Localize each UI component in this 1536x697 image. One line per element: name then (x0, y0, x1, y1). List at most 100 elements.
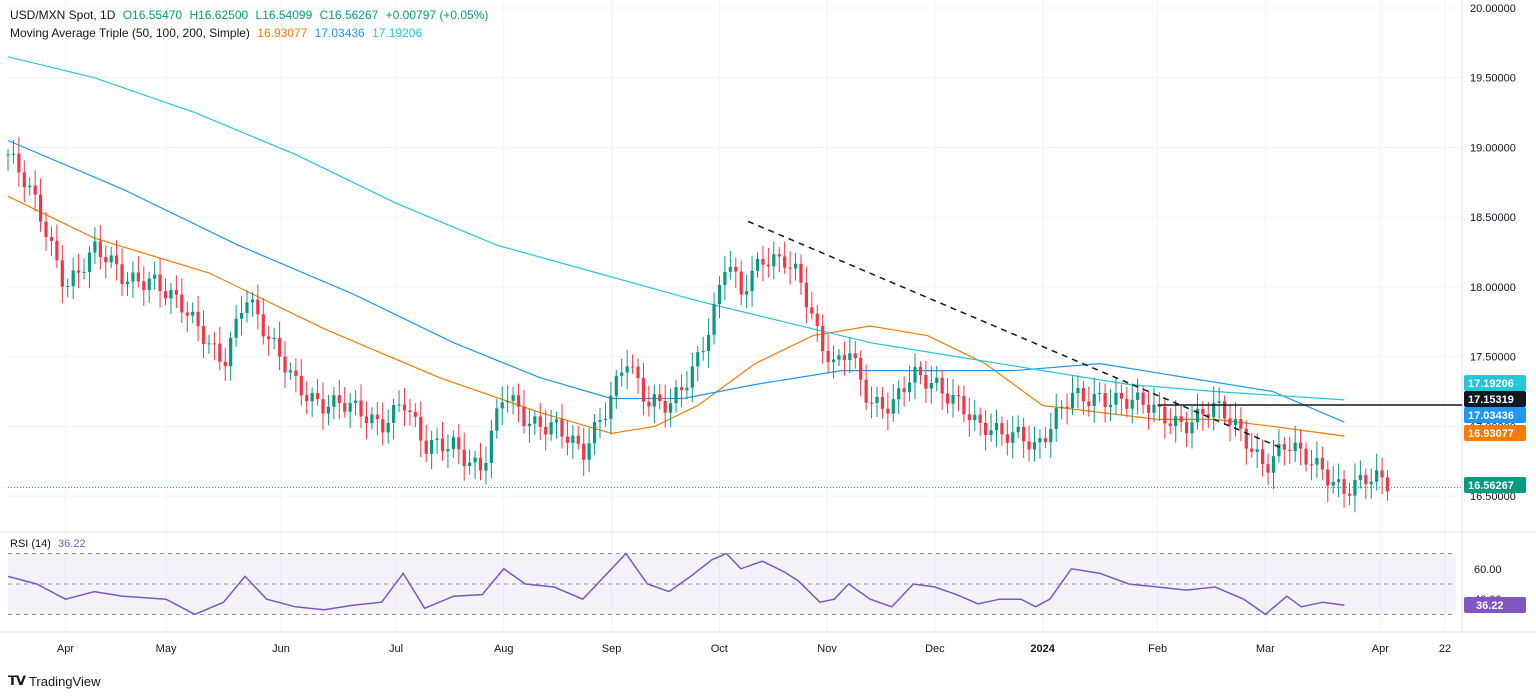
candle-body (500, 402, 504, 409)
candle-body (924, 375, 928, 389)
candle-body (22, 172, 26, 188)
candle-body (6, 154, 10, 156)
candle-body (935, 377, 939, 383)
candle-body (1212, 402, 1216, 418)
ma-legend[interactable]: Moving Average Triple (50, 100, 200, Sim… (10, 26, 426, 40)
ma100-value: 17.03436 (314, 26, 365, 40)
candle-body (82, 271, 86, 273)
price-tick-label: 19.00000 (1470, 142, 1516, 154)
rsi-legend[interactable]: RSI (14) 36.22 (10, 538, 90, 550)
candle-body (864, 379, 868, 403)
candle-body (891, 399, 895, 414)
candle-body (913, 366, 917, 383)
candle-body (1320, 457, 1324, 470)
candle-body (446, 449, 450, 452)
price-badge (1464, 425, 1526, 441)
candle-body (147, 278, 151, 290)
candle-body (60, 260, 64, 287)
time-tick-label: Jul (389, 643, 403, 655)
price-tick-label: 17.50000 (1470, 352, 1516, 364)
candle-body (554, 419, 559, 423)
candle-body (1299, 442, 1303, 449)
candle-body (614, 375, 618, 396)
candle-body (1011, 432, 1015, 443)
candle-body (1174, 416, 1178, 426)
ohlc-high: H16.62500 (189, 8, 249, 22)
time-tick-label: May (156, 643, 177, 655)
candle-body (1266, 464, 1270, 473)
candle-body (484, 462, 488, 471)
candle-body (408, 410, 412, 413)
candle-body (435, 438, 439, 440)
candle-body (44, 221, 48, 237)
candle-body (853, 353, 857, 358)
time-tick-label: Jun (272, 643, 290, 655)
ma-line-ma100 (7, 139, 1345, 423)
candle-body (994, 423, 999, 431)
candle-body (669, 403, 673, 413)
time-tick-label: Apr (1372, 643, 1389, 655)
candle-body (1179, 416, 1183, 422)
candle-body (1098, 392, 1102, 394)
symbol-legend[interactable]: USD/MXN Spot, 1D O16.55470 H16.62500 L16… (10, 8, 492, 22)
candle-body (1070, 393, 1075, 409)
price-badge-label: 17.19206 (1468, 378, 1514, 390)
candle-body (71, 270, 75, 286)
candle-body (571, 435, 575, 443)
candle-body (180, 294, 184, 313)
candle-body (804, 282, 808, 308)
candle-body (305, 395, 309, 402)
candle-body (1146, 404, 1151, 413)
time-tick-label: Oct (711, 643, 728, 655)
candle-body (902, 388, 906, 393)
candle-body (277, 337, 282, 357)
candle-body (636, 366, 640, 379)
candle-body (897, 388, 901, 400)
rsi-line (7, 552, 1345, 616)
candle-body (1081, 388, 1085, 402)
candle-body (625, 366, 629, 373)
candle-body (717, 284, 722, 305)
candle-body (245, 302, 249, 313)
candle-body (1380, 470, 1384, 478)
price-tick-label: 16.50000 (1470, 491, 1516, 503)
candle-body (1022, 426, 1026, 442)
candle-body (1108, 404, 1113, 408)
candle-body (761, 259, 765, 265)
candle-body (153, 274, 157, 279)
candle-body (1043, 438, 1047, 443)
candle-body (929, 382, 933, 389)
candle-body (478, 457, 483, 471)
candle-body (196, 311, 200, 327)
candle-body (788, 267, 792, 269)
candle-body (967, 414, 971, 421)
time-tick-label: 2024 (1030, 643, 1055, 655)
candle-body (1027, 441, 1031, 450)
candle-body (1016, 426, 1020, 433)
candle-body (837, 355, 841, 360)
candle-body (392, 405, 396, 423)
candle-body (587, 443, 591, 460)
price-badge (1464, 477, 1526, 493)
candle-body (489, 430, 493, 463)
candle-body (1326, 469, 1330, 486)
candle-body (652, 394, 656, 407)
ma-line-ma50 (7, 195, 1345, 437)
candle-body (1038, 438, 1042, 443)
price-badge (1464, 391, 1526, 407)
candle-body (679, 387, 684, 391)
candle-body (348, 402, 352, 412)
ohlc-open: O16.55470 (122, 8, 183, 22)
tradingview-logo[interactable]: 𝗧𝗩 TradingView (8, 673, 100, 689)
candle-body (386, 422, 390, 433)
candle-body (793, 263, 798, 269)
candle-body (299, 375, 303, 396)
candle-body (1125, 398, 1129, 409)
candle-body (1130, 399, 1134, 409)
candle-body (1250, 448, 1254, 452)
candle-body (288, 370, 293, 373)
price-badge-label: 16.56267 (1468, 480, 1514, 492)
candle-body (1261, 449, 1265, 465)
candle-body (375, 414, 379, 420)
candle-body (267, 336, 271, 340)
